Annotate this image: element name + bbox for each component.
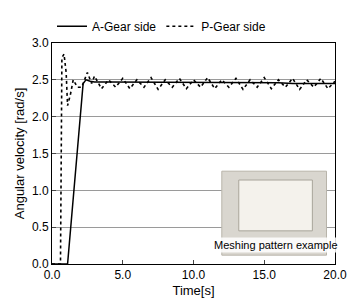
svg-text:15.0: 15.0	[253, 268, 277, 282]
svg-text:3.0: 3.0	[32, 36, 49, 50]
svg-text:0.0: 0.0	[32, 257, 49, 271]
svg-text:1.0: 1.0	[32, 184, 49, 198]
svg-text:20.0: 20.0	[323, 268, 347, 282]
svg-text:Angular velocity [rad/s]: Angular velocity [rad/s]	[12, 88, 27, 220]
svg-text:5.0: 5.0	[114, 268, 131, 282]
svg-text:2.0: 2.0	[32, 110, 49, 124]
svg-text:Time[s]: Time[s]	[172, 283, 214, 298]
svg-text:0.0: 0.0	[44, 268, 61, 282]
svg-text:2.5: 2.5	[32, 73, 49, 87]
svg-text:10.0: 10.0	[182, 268, 206, 282]
svg-text:0.5: 0.5	[32, 220, 49, 234]
svg-text:A-Gear side: A-Gear side	[92, 20, 156, 34]
svg-text:1.5: 1.5	[32, 147, 49, 161]
svg-text:Meshing pattern example: Meshing pattern example	[214, 239, 338, 251]
svg-text:P-Gear side: P-Gear side	[201, 20, 265, 34]
